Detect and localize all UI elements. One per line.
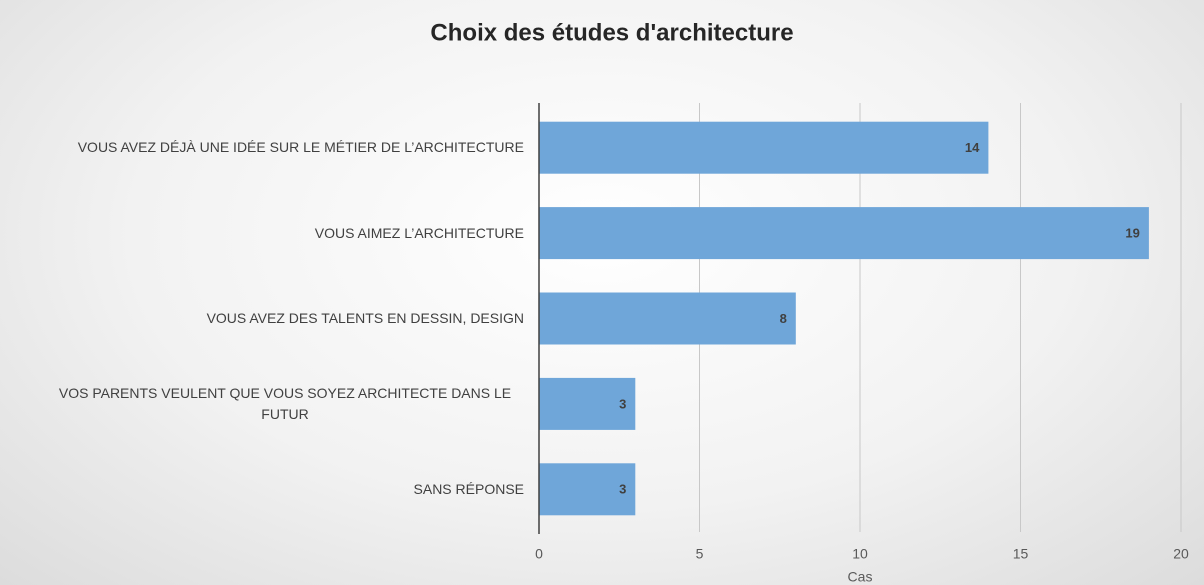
bar	[539, 463, 636, 516]
x-tick-label: 15	[1013, 546, 1029, 562]
y-tick-label: VOUS AVEZ DÉJÀ UNE IDÉE SUR LE MÉTIER DE…	[77, 139, 524, 156]
bar	[539, 377, 636, 430]
data-label: 3	[619, 482, 626, 497]
category-label-box: VOUS AVEZ DES TALENTS EN DESSIN, DESIGN	[24, 289, 524, 349]
y-tick-label: VOUS AIMEZ L’ARCHITECTURE	[314, 224, 524, 241]
data-label: 14	[965, 140, 980, 155]
y-tick-label: VOUS AVEZ DES TALENTS EN DESSIN, DESIGN	[206, 310, 524, 326]
category-label-box: VOUS AVEZ DÉJÀ UNE IDÉE SUR LE MÉTIER DE…	[24, 118, 524, 178]
bar	[539, 121, 989, 174]
x-tick-label: 20	[1173, 546, 1189, 562]
category-label-box: VOUS AIMEZ L’ARCHITECTURE	[24, 203, 524, 263]
x-tick-label: 5	[696, 546, 704, 562]
x-tick-label: 0	[535, 546, 543, 562]
chart-title: Choix des études d'architecture	[430, 19, 793, 46]
y-tick-label: SANS RÉPONSE	[413, 480, 524, 497]
data-label: 19	[1125, 226, 1139, 241]
bar	[539, 292, 796, 345]
category-label-box: SANS RÉPONSE	[24, 459, 524, 519]
bar	[539, 207, 1149, 260]
category-label-box: VOS PARENTS VEULENT QUE VOUS SOYEZ ARCHI…	[24, 374, 524, 434]
x-tick-label: 10	[852, 546, 868, 562]
data-label: 3	[619, 396, 626, 411]
y-tick-label: VOS PARENTS VEULENT QUE VOUS SOYEZ ARCHI…	[58, 384, 512, 422]
x-axis-title: Cas	[848, 569, 873, 585]
data-label: 8	[780, 311, 787, 326]
